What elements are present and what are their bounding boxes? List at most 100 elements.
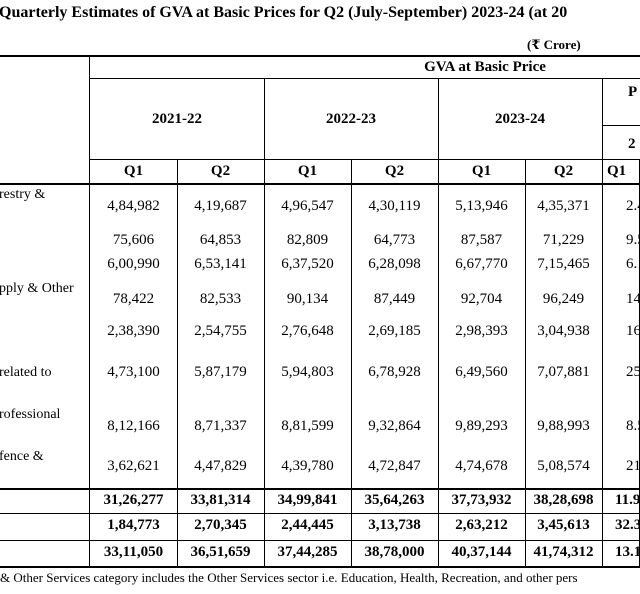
table-cell: 9,89,293 xyxy=(455,418,508,434)
table-cell: 9,32,864 xyxy=(368,418,421,434)
total-cell: 34,99,841 xyxy=(277,492,338,508)
quarter-header: Q2 xyxy=(553,163,574,179)
total-cell: 37,73,932 xyxy=(451,492,512,508)
year-header-2021-22: 2021-22 xyxy=(152,111,202,127)
total-cell: 40,37,144 xyxy=(451,544,512,560)
table-cell: 4,74,678 xyxy=(455,458,508,474)
total-cell: 33,81,314 xyxy=(190,492,251,508)
total-cell: 31,26,277 xyxy=(103,492,164,508)
table-cell: 9,88,993 xyxy=(537,418,590,434)
table-cell: 6,53,141 xyxy=(194,256,247,272)
total-cell: 2,63,212 xyxy=(455,517,508,533)
table-cell: 4,73,100 xyxy=(107,364,160,380)
table-cell: 87,587 xyxy=(460,232,503,248)
table-cell: 25.7 xyxy=(626,364,640,380)
table-cell: 4,35,371 xyxy=(537,198,590,214)
total-cell: 38,78,000 xyxy=(364,544,425,560)
table-cell: 8,12,166 xyxy=(107,418,160,434)
grid-line xyxy=(0,183,640,185)
grid-line xyxy=(0,513,640,514)
total-cell: 36,51,659 xyxy=(190,544,251,560)
grid-line xyxy=(438,78,439,566)
total-cell: 2,70,345 xyxy=(194,517,247,533)
table-cell: 2,54,755 xyxy=(194,323,247,339)
table-cell: 96,249 xyxy=(542,291,585,307)
quarter-header: Q1 xyxy=(297,163,318,179)
table-cell: 64,773 xyxy=(373,232,416,248)
grid-line xyxy=(525,159,526,566)
table-cell: 9.5 xyxy=(626,232,640,248)
pct-header-partial: P xyxy=(628,84,638,100)
row-label: pply & Other xyxy=(0,281,74,296)
group-header: GVA at Basic Price xyxy=(424,59,546,75)
grid-line xyxy=(264,78,265,566)
table-cell: 7,15,465 xyxy=(537,256,590,272)
table-cell: 4,19,687 xyxy=(194,198,247,214)
total-cell: 32.3 xyxy=(615,517,640,533)
table-cell: 75,606 xyxy=(112,232,155,248)
table-cell: 5,87,179 xyxy=(194,364,247,380)
table-cell: 4,84,982 xyxy=(107,198,160,214)
pct-year-partial: 2 xyxy=(628,136,636,152)
row-label: related to xyxy=(0,365,52,380)
table-cell: 6,49,560 xyxy=(455,364,508,380)
table-cell: 71,229 xyxy=(542,232,585,248)
table-cell: 5,94,803 xyxy=(281,364,334,380)
table-cell: 6,28,098 xyxy=(368,256,421,272)
table-cell: 87,449 xyxy=(373,291,416,307)
table-cell: 14.9 xyxy=(626,291,640,307)
table-cell: 78,422 xyxy=(112,291,155,307)
total-cell: 33,11,050 xyxy=(103,544,164,560)
total-cell: 2,44,445 xyxy=(281,517,334,533)
quarter-header: Q2 xyxy=(384,163,405,179)
grid-line xyxy=(90,78,640,79)
table-cell: 6,67,770 xyxy=(455,256,508,272)
table-cell: 64,853 xyxy=(199,232,242,248)
footnote: & Other Services category includes the O… xyxy=(0,570,578,585)
table-cell: 8,71,337 xyxy=(194,418,247,434)
table-cell: 6,00,990 xyxy=(107,256,160,272)
table-cell: 4,30,119 xyxy=(368,198,421,214)
grid-line xyxy=(89,55,90,566)
unit-label: (₹ Crore) xyxy=(527,37,581,52)
grid-line xyxy=(351,159,352,566)
table-cell: 3,62,621 xyxy=(107,458,160,474)
table-title: Quarterly Estimates of GVA at Basic Pric… xyxy=(0,4,568,21)
grid-line xyxy=(90,159,640,160)
table-cell: 90,134 xyxy=(286,291,329,307)
table-cell: 2,69,185 xyxy=(368,323,421,339)
table-cell: 6.1 xyxy=(626,256,640,272)
table-cell: 4,47,829 xyxy=(194,458,247,474)
grid-line xyxy=(602,125,640,126)
total-cell: 41,74,312 xyxy=(533,544,594,560)
table-cell: 6,37,520 xyxy=(281,256,334,272)
total-cell: 13.1 xyxy=(615,544,640,560)
table-cell: 2,76,648 xyxy=(281,323,334,339)
table-cell: 6,78,928 xyxy=(368,364,421,380)
grid-line xyxy=(0,540,640,541)
table-cell: 4,72,847 xyxy=(368,458,421,474)
table-cell: 2,98,393 xyxy=(455,323,508,339)
row-label: rofessional xyxy=(0,407,61,422)
total-cell: 37,44,285 xyxy=(277,544,338,560)
table-cell: 5,13,946 xyxy=(455,198,508,214)
year-header-2023-24: 2023-24 xyxy=(495,111,545,127)
table-cell: 92,704 xyxy=(460,291,503,307)
quarter-header: Q2 xyxy=(210,163,231,179)
table-cell: 4,39,780 xyxy=(281,458,334,474)
grid-line xyxy=(0,488,640,490)
table-cell: 7,07,881 xyxy=(537,364,590,380)
table-cell: 21.3 xyxy=(626,458,640,474)
quarter-header: Q1 xyxy=(471,163,492,179)
table-cell: 8,81,599 xyxy=(281,418,334,434)
total-cell: 3,45,613 xyxy=(537,517,590,533)
table-cell: 3,04,938 xyxy=(537,323,590,339)
table-cell: 2,38,390 xyxy=(107,323,160,339)
table-cell: 8.5 xyxy=(626,418,640,434)
table-cell: 82,533 xyxy=(199,291,242,307)
total-cell: 11.9 xyxy=(615,492,640,508)
total-cell: 35,64,263 xyxy=(364,492,425,508)
table-cell: 5,08,574 xyxy=(537,458,590,474)
grid-line xyxy=(0,566,640,568)
row-label: fence & xyxy=(0,449,44,464)
